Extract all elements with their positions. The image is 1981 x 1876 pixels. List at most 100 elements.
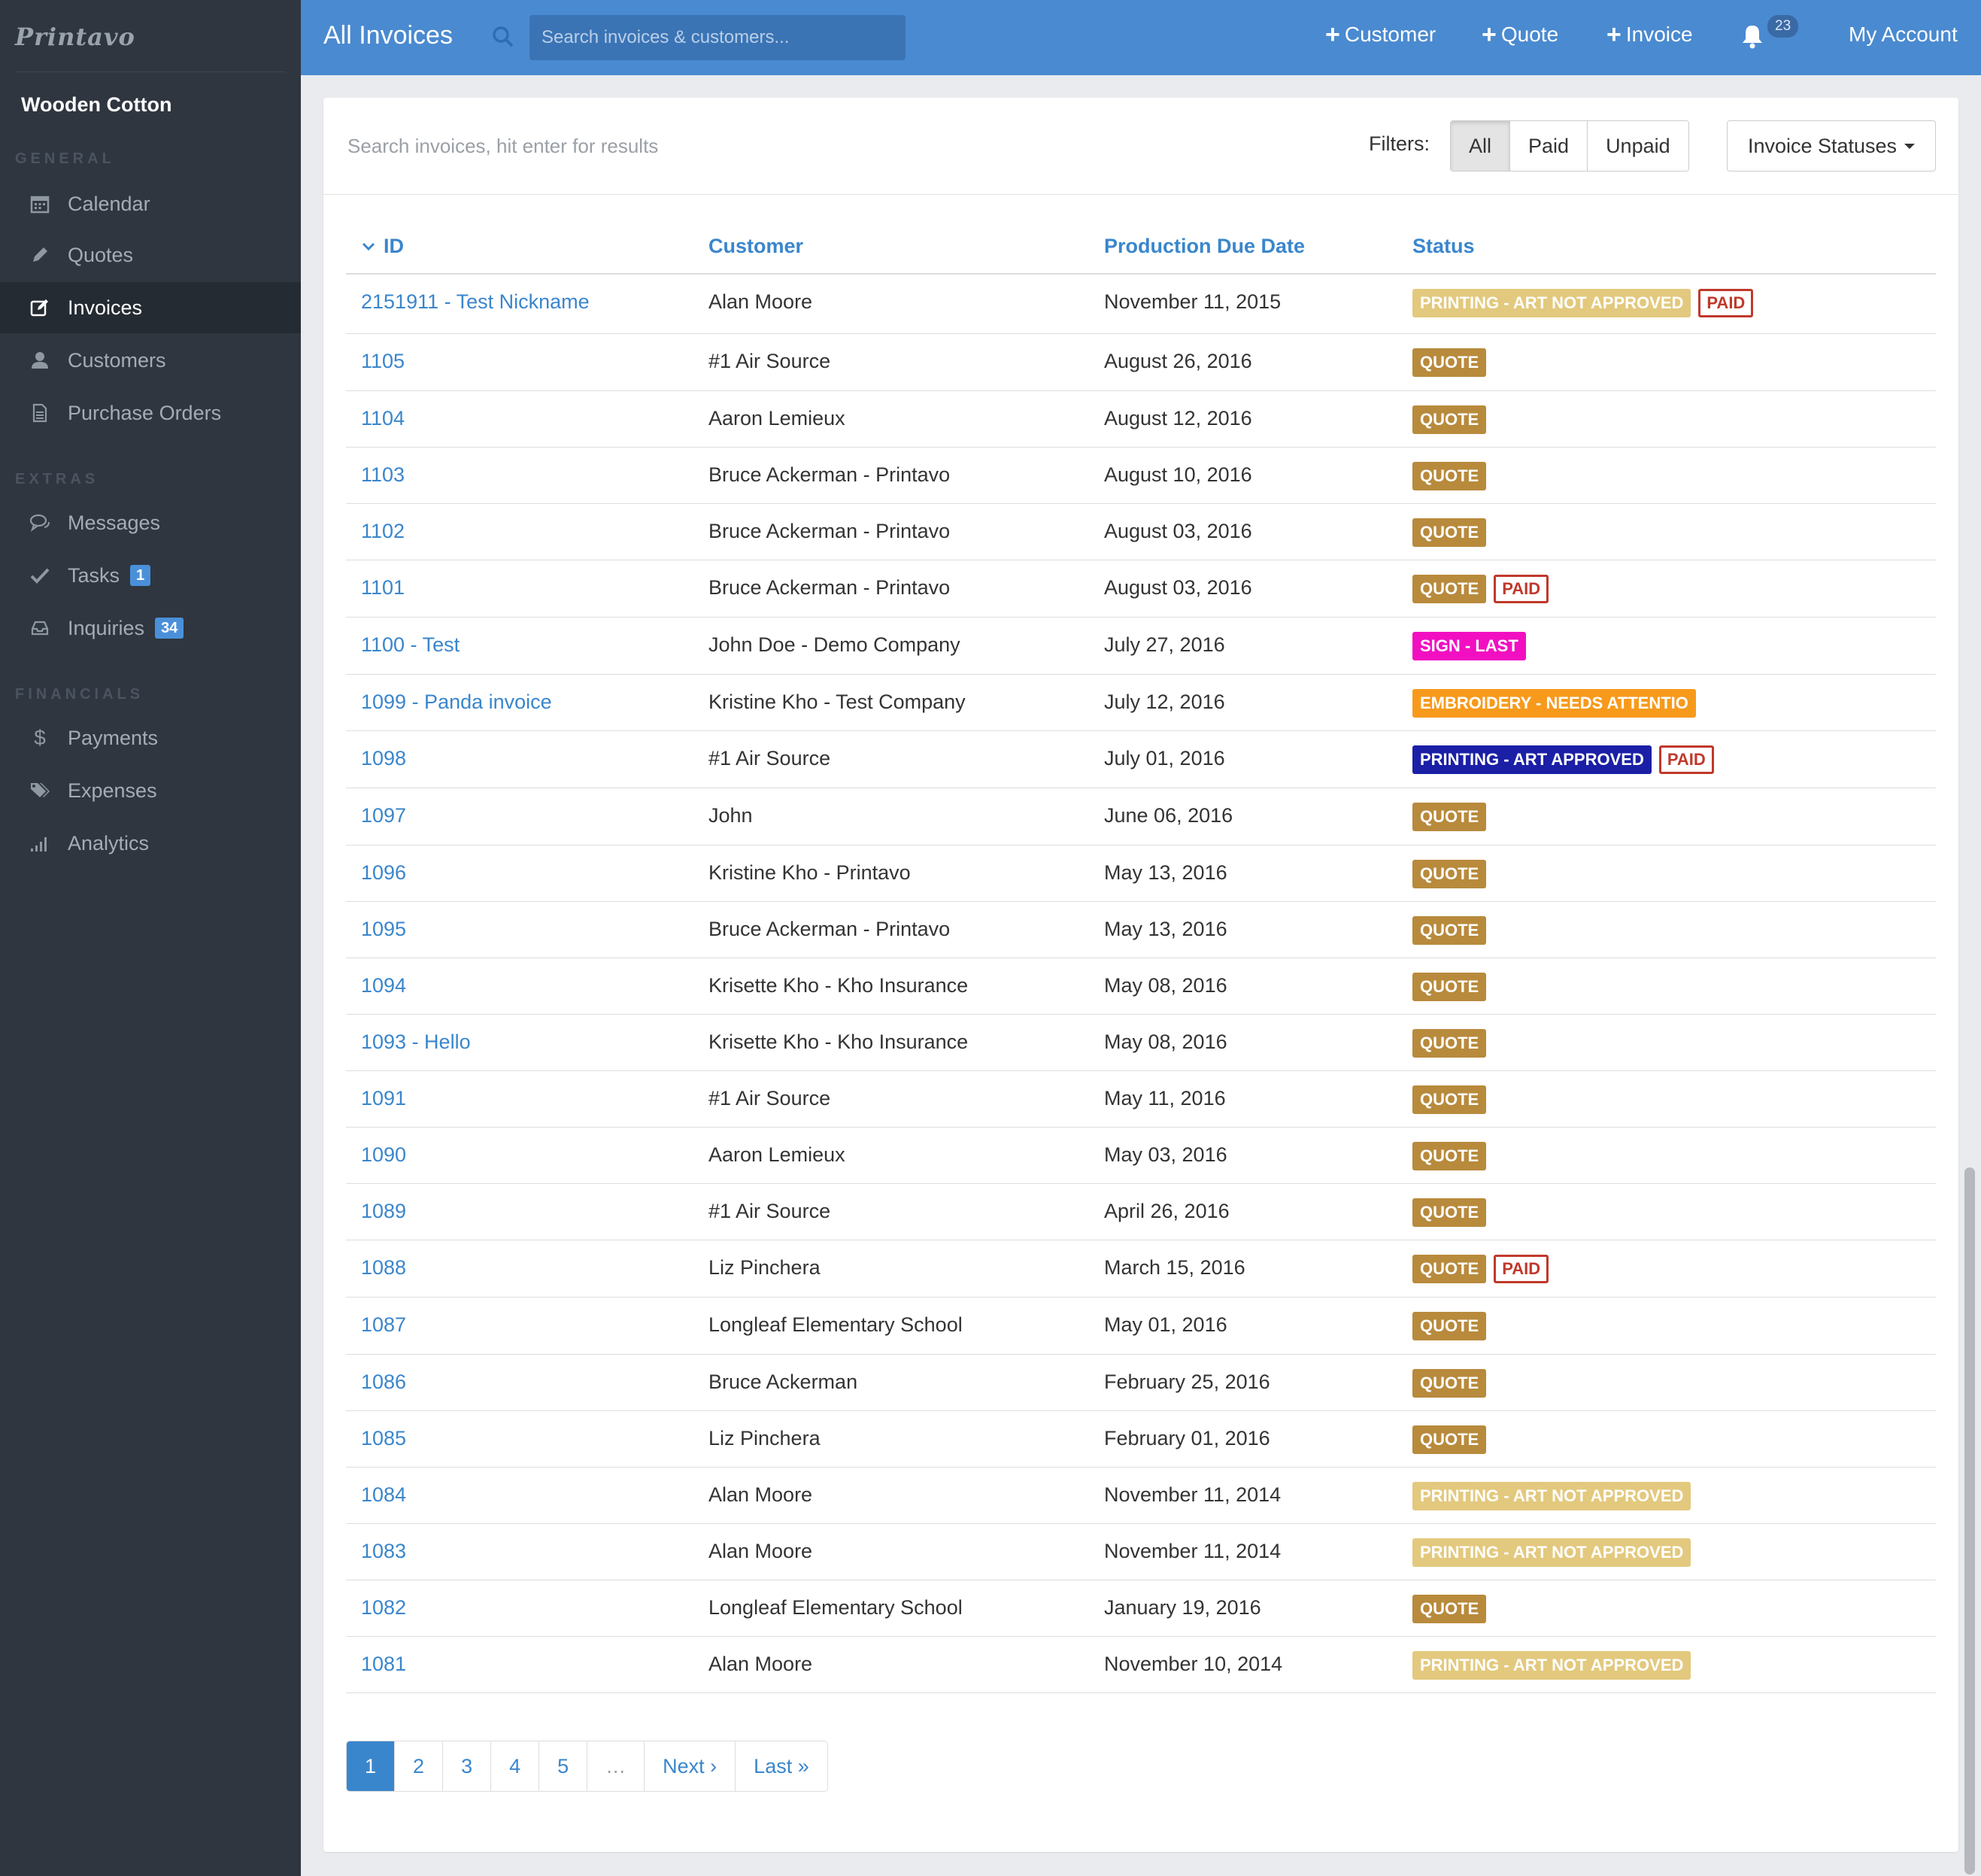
column-header-id[interactable]: ID: [361, 235, 404, 258]
invoice-id-link[interactable]: 1088: [361, 1256, 407, 1279]
bell-icon[interactable]: [1739, 23, 1766, 50]
status-badge[interactable]: QUOTE: [1412, 1369, 1487, 1398]
status-badge[interactable]: QUOTE: [1412, 1142, 1487, 1170]
status-badge[interactable]: QUOTE: [1412, 803, 1487, 831]
add-invoice-button[interactable]: + Invoice: [1606, 20, 1693, 49]
invoice-id-link[interactable]: 1098: [361, 747, 407, 770]
status-badge[interactable]: QUOTE: [1412, 1425, 1487, 1454]
sidebar-item-messages[interactable]: Messages: [0, 497, 301, 548]
table-row[interactable]: 1100 - Test John Doe - Demo Company July 2…: [346, 618, 1936, 675]
last-page-button[interactable]: Last »: [736, 1741, 827, 1791]
invoice-id-link[interactable]: 1083: [361, 1540, 407, 1562]
invoice-id-link[interactable]: 1089: [361, 1200, 407, 1222]
add-customer-button[interactable]: + Customer: [1325, 20, 1436, 49]
page-4-button[interactable]: 4: [491, 1741, 540, 1791]
status-badge[interactable]: QUOTE: [1412, 1255, 1487, 1283]
invoice-id-link[interactable]: 1104: [361, 407, 405, 430]
status-badge[interactable]: QUOTE: [1412, 973, 1487, 1001]
table-row[interactable]: 1090 Aaron Lemieux May 03, 2016 QUOTE: [346, 1128, 1936, 1184]
table-row[interactable]: 1101 Bruce Ackerman - Printavo August 03, …: [346, 560, 1936, 618]
sidebar-item-tasks[interactable]: Tasks 1: [0, 550, 301, 601]
scrollbar-thumb[interactable]: [1964, 1167, 1975, 1874]
invoice-id-link[interactable]: 2151911 - Test Nickname: [361, 290, 590, 313]
my-account-link[interactable]: My Account: [1849, 23, 1958, 46]
invoice-id-link[interactable]: 1084: [361, 1483, 407, 1506]
invoice-id-link[interactable]: 1093 - Hello: [361, 1031, 471, 1053]
invoice-statuses-dropdown[interactable]: Invoice Statuses: [1727, 120, 1936, 172]
status-badge[interactable]: PRINTING - ART NOT APPROVED: [1412, 1538, 1691, 1567]
page-1-button[interactable]: 1: [347, 1741, 396, 1791]
page-3-button[interactable]: 3: [443, 1741, 492, 1791]
table-row[interactable]: 1081 Alan Moore November 10, 2014 PRINTING …: [346, 1637, 1936, 1693]
table-row[interactable]: 1086 Bruce Ackerman February 25, 2016 QUOTE: [346, 1355, 1936, 1411]
status-badge[interactable]: SIGN - LAST: [1412, 632, 1526, 660]
invoice-search-input[interactable]: [347, 128, 1024, 164]
status-badge[interactable]: QUOTE: [1412, 860, 1487, 888]
table-row[interactable]: 1087 Longleaf Elementary School May 01, 20…: [346, 1298, 1936, 1355]
invoice-id-link[interactable]: 1087: [361, 1313, 407, 1336]
sidebar-item-quotes[interactable]: Quotes: [0, 229, 301, 281]
invoice-id-link[interactable]: 1097: [361, 804, 407, 827]
filter-unpaid-button[interactable]: Unpaid: [1588, 121, 1688, 171]
global-search-input[interactable]: [529, 15, 906, 60]
next-page-button[interactable]: Next ›: [645, 1741, 736, 1791]
status-badge[interactable]: QUOTE: [1412, 462, 1487, 490]
table-row[interactable]: 1096 Kristine Kho - Printavo May 13, 2016 Q…: [346, 845, 1936, 902]
table-row[interactable]: 1091 #1 Air Source May 11, 2016 QUOTE: [346, 1071, 1936, 1128]
invoice-id-link[interactable]: 1081: [361, 1653, 407, 1675]
table-row[interactable]: 1088 Liz Pinchera March 15, 2016 QUOTE PAID: [346, 1240, 1936, 1298]
table-row[interactable]: 1102 Bruce Ackerman - Printavo August 03, …: [346, 504, 1936, 560]
column-header-status[interactable]: Status: [1412, 235, 1475, 257]
invoice-id-link[interactable]: 1090: [361, 1143, 407, 1166]
table-row[interactable]: 1095 Bruce Ackerman - Printavo May 13, 201…: [346, 902, 1936, 958]
table-row[interactable]: 2151911 - Test Nickname Alan Moore Novembe…: [346, 275, 1936, 334]
app-logo[interactable]: Printavo: [15, 23, 135, 51]
table-row[interactable]: 1099 - Panda invoice Kristine Kho - Test …: [346, 675, 1936, 731]
invoice-id-link[interactable]: 1103: [361, 463, 405, 486]
page-5-button[interactable]: 5: [539, 1741, 588, 1791]
status-badge[interactable]: EMBROIDERY - NEEDS ATTENTIO: [1412, 689, 1696, 718]
invoice-id-link[interactable]: 1085: [361, 1427, 407, 1449]
table-row[interactable]: 1104 Aaron Lemieux August 12, 2016 QUOTE: [346, 391, 1936, 448]
table-row[interactable]: 1103 Bruce Ackerman - Printavo August 10, …: [346, 448, 1936, 504]
sidebar-item-customers[interactable]: Customers: [0, 335, 301, 386]
status-badge[interactable]: QUOTE: [1412, 1595, 1487, 1623]
table-row[interactable]: 1089 #1 Air Source April 26, 2016 QUOTE: [346, 1184, 1936, 1240]
status-badge[interactable]: QUOTE: [1412, 405, 1487, 434]
sidebar-item-purchase-orders[interactable]: Purchase Orders: [0, 387, 301, 439]
invoice-id-link[interactable]: 1101: [361, 576, 405, 599]
invoice-id-link[interactable]: 1082: [361, 1596, 407, 1619]
column-header-due-date[interactable]: Production Due Date: [1104, 235, 1306, 257]
table-row[interactable]: 1085 Liz Pinchera February 01, 2016 QUOTE: [346, 1411, 1936, 1468]
filter-all-button[interactable]: All: [1451, 121, 1511, 171]
status-badge[interactable]: PRINTING - ART NOT APPROVED: [1412, 1651, 1691, 1680]
status-badge[interactable]: QUOTE: [1412, 348, 1487, 377]
table-row[interactable]: 1093 - Hello Krisette Kho - Kho Insurance…: [346, 1015, 1936, 1071]
invoice-id-link[interactable]: 1095: [361, 918, 407, 940]
invoice-id-link[interactable]: 1100 - Test: [361, 633, 460, 656]
status-badge[interactable]: QUOTE: [1412, 1312, 1487, 1340]
invoice-id-link[interactable]: 1099 - Panda invoice: [361, 691, 552, 713]
status-badge[interactable]: QUOTE: [1412, 518, 1487, 547]
invoice-id-link[interactable]: 1094: [361, 974, 407, 997]
sidebar-item-inquiries[interactable]: Inquiries 34: [0, 603, 301, 654]
invoice-id-link[interactable]: 1086: [361, 1371, 407, 1393]
status-badge[interactable]: QUOTE: [1412, 1198, 1487, 1227]
invoice-id-link[interactable]: 1096: [361, 861, 407, 884]
page-2-button[interactable]: 2: [395, 1741, 444, 1791]
filter-paid-button[interactable]: Paid: [1510, 121, 1588, 171]
table-row[interactable]: 1084 Alan Moore November 11, 2014 PRINTING …: [346, 1468, 1936, 1524]
status-badge[interactable]: QUOTE: [1412, 916, 1487, 945]
table-row[interactable]: 1098 #1 Air Source July 01, 2016 PRINTING -…: [346, 731, 1936, 788]
sidebar-item-analytics[interactable]: Analytics: [0, 818, 301, 869]
table-row[interactable]: 1097 John June 06, 2016 QUOTE: [346, 788, 1936, 845]
status-badge[interactable]: PRINTING - ART NOT APPROVED: [1412, 1482, 1691, 1510]
status-badge[interactable]: QUOTE: [1412, 1085, 1487, 1114]
status-badge[interactable]: QUOTE: [1412, 575, 1487, 603]
status-badge[interactable]: QUOTE: [1412, 1029, 1487, 1058]
table-row[interactable]: 1094 Krisette Kho - Kho Insurance May 08, …: [346, 958, 1936, 1015]
status-badge[interactable]: PRINTING - ART APPROVED: [1412, 745, 1652, 774]
table-row[interactable]: 1082 Longleaf Elementary School January 19…: [346, 1580, 1936, 1637]
invoice-id-link[interactable]: 1091: [361, 1087, 407, 1110]
sidebar-item-calendar[interactable]: Calendar: [0, 178, 301, 229]
